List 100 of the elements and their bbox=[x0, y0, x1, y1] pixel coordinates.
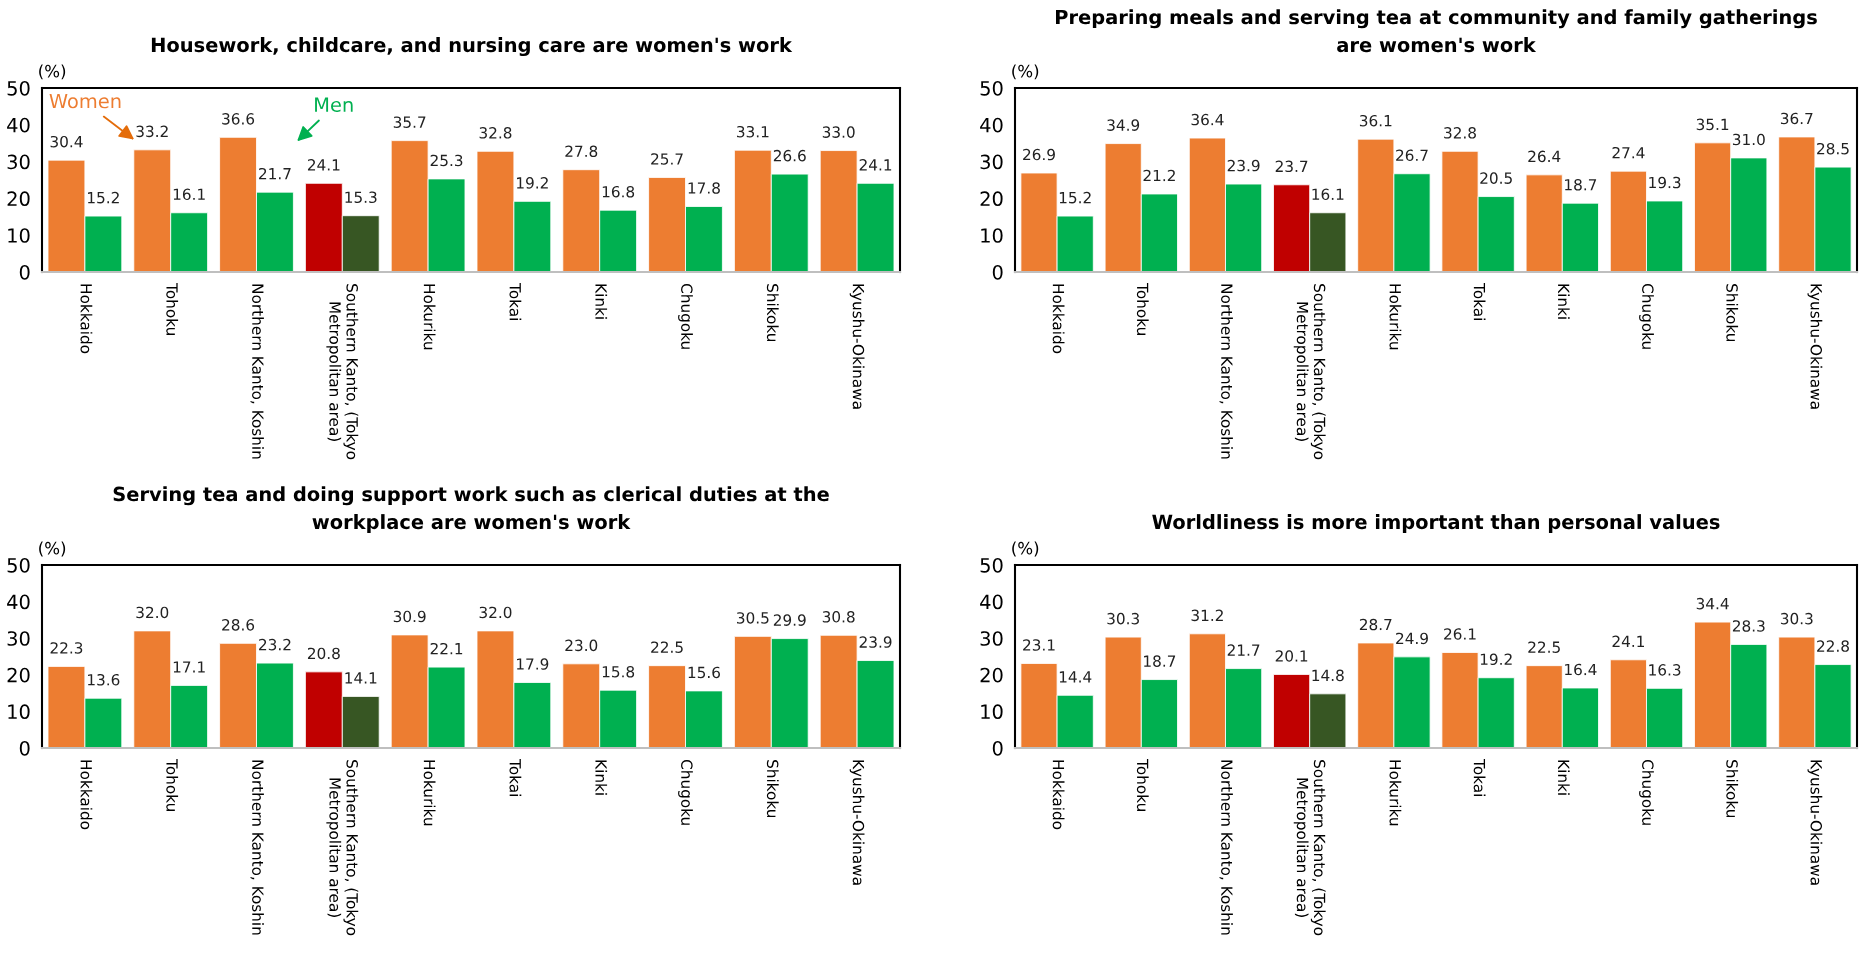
data-label: 33.0 bbox=[822, 126, 855, 138]
data-label: 34.9 bbox=[1107, 119, 1140, 131]
data-label: 33.2 bbox=[136, 125, 168, 138]
data-label: 33.1 bbox=[737, 125, 769, 138]
data-label: 34.4 bbox=[1696, 597, 1729, 610]
x-tick-label: Kinki bbox=[595, 760, 608, 795]
data-label: 24.1 bbox=[1612, 635, 1644, 647]
y-tick-label: 30 bbox=[7, 631, 30, 646]
data-label: 20.5 bbox=[1480, 172, 1512, 184]
data-label: 16.1 bbox=[173, 188, 205, 201]
x-tick-label: Chugoku bbox=[678, 283, 693, 349]
data-label: 32.8 bbox=[1444, 127, 1476, 139]
y-tick-label: 0 bbox=[19, 740, 30, 756]
data-label: 36.4 bbox=[1191, 113, 1224, 126]
data-label: 32.0 bbox=[136, 606, 169, 619]
data-label: 14.1 bbox=[345, 672, 377, 684]
data-label: 15.2 bbox=[1059, 191, 1091, 204]
y-tick-label: 30 bbox=[980, 154, 1003, 170]
chart-title: Serving tea and doing support work such as clerical duties at the workplace are women's work bbox=[113, 486, 829, 533]
x-tick-label: Kyushu-Okinawa bbox=[849, 284, 865, 409]
data-label: 30.9 bbox=[393, 610, 426, 623]
data-label: 15.3 bbox=[345, 191, 377, 204]
data-label: 22.8 bbox=[1817, 640, 1849, 652]
data-label: 35.1 bbox=[1696, 118, 1729, 131]
data-label: 26.4 bbox=[1528, 150, 1561, 163]
data-label: 19.3 bbox=[1649, 176, 1681, 189]
y-tick-label: 0 bbox=[992, 740, 1003, 756]
y-tick-label: 40 bbox=[7, 594, 30, 610]
x-tick-label: Northern Kanto, Koshin bbox=[1219, 760, 1233, 935]
data-label: 16.8 bbox=[602, 185, 635, 198]
x-tick-label: Tohoku bbox=[1136, 283, 1149, 335]
y-tick-label: 10 bbox=[8, 228, 30, 243]
x-tick-label: Southern Kanto, (Tokyo Metropolitan area) bbox=[1293, 760, 1326, 936]
data-label: 31.2 bbox=[1191, 609, 1223, 622]
data-label: 14.4 bbox=[1059, 671, 1092, 683]
data-label: 21.7 bbox=[259, 167, 291, 180]
x-tick-label: Tokai bbox=[509, 283, 522, 320]
data-label: 29.9 bbox=[773, 614, 806, 626]
data-label: 16.4 bbox=[1565, 663, 1597, 676]
data-label: 26.9 bbox=[1023, 148, 1055, 161]
data-label: 26.6 bbox=[773, 149, 806, 162]
x-tick-label: Kinki bbox=[1558, 284, 1570, 319]
text: Men bbox=[315, 97, 353, 113]
data-label: 28.5 bbox=[1817, 142, 1849, 155]
x-tick-label: Kyushu-Okinawa bbox=[1807, 760, 1823, 885]
data-label: 15.2 bbox=[88, 191, 119, 204]
data-label: 20.8 bbox=[307, 647, 340, 660]
data-label: 35.7 bbox=[393, 116, 426, 128]
data-label: 26.1 bbox=[1444, 628, 1476, 640]
data-label: 25.7 bbox=[651, 153, 683, 165]
data-label: 16.1 bbox=[1312, 188, 1344, 201]
y-tick-label: 20 bbox=[980, 667, 1003, 683]
y-axis-title: (%) bbox=[39, 64, 66, 80]
chart-title: Housework, childcare, and nursing care are women's work bbox=[151, 37, 793, 57]
x-tick-label: Northern Kanto, Koshin bbox=[250, 760, 264, 935]
data-label: 36.1 bbox=[1359, 114, 1392, 127]
x-tick-label: Southern Kanto, (Tokyo Metropolitan area) bbox=[1293, 284, 1326, 460]
data-label: 17.9 bbox=[517, 658, 549, 670]
y-tick-label: 0 bbox=[19, 264, 30, 280]
x-tick-label: Chugoku bbox=[1639, 283, 1654, 349]
data-label: 17.8 bbox=[688, 182, 720, 194]
x-tick-label: Hokkaido bbox=[1052, 284, 1065, 354]
data-label: 30.4 bbox=[50, 135, 83, 148]
x-tick-label: Hokuriku bbox=[423, 760, 436, 826]
x-tick-label: Northern Kanto, Koshin bbox=[250, 284, 264, 459]
x-tick-label: Hokuriku bbox=[1389, 760, 1402, 826]
data-label: 27.8 bbox=[565, 145, 598, 158]
chart-title: Worldliness is more important than personal values bbox=[1152, 514, 1720, 533]
x-tick-label: Tohoku bbox=[166, 759, 179, 811]
x-tick-label: Shikoku bbox=[766, 760, 779, 818]
y-tick-label: 10 bbox=[8, 704, 30, 720]
x-tick-label: Northern Kanto, Koshin bbox=[1219, 284, 1233, 459]
data-label: 20.1 bbox=[1275, 650, 1308, 662]
data-label: 22.1 bbox=[430, 642, 463, 655]
data-label: 21.7 bbox=[1227, 644, 1260, 656]
y-tick-label: 30 bbox=[7, 154, 30, 170]
y-axis-title: (%) bbox=[1012, 64, 1039, 80]
y-tick-label: 20 bbox=[7, 667, 30, 683]
data-label: 22.3 bbox=[50, 642, 83, 654]
data-label: 26.7 bbox=[1396, 149, 1428, 162]
x-tick-label: Kinki bbox=[595, 284, 608, 319]
data-label: 23.9 bbox=[1227, 159, 1260, 172]
data-label: 23.1 bbox=[1023, 639, 1055, 651]
y-tick-label: 20 bbox=[7, 191, 30, 207]
chart-title: Preparing meals and serving tea at community and family gatherings are women's work bbox=[1056, 9, 1817, 53]
y-tick-label: 50 bbox=[980, 80, 1003, 96]
data-label: 32.0 bbox=[479, 606, 512, 619]
y-tick-label: 40 bbox=[7, 117, 30, 133]
data-label: 13.6 bbox=[88, 673, 120, 686]
x-tick-label: Shikoku bbox=[1726, 760, 1739, 818]
data-label: 25.3 bbox=[430, 154, 463, 167]
y-tick-label: 10 bbox=[981, 704, 1003, 720]
x-tick-label: Shikoku bbox=[766, 284, 779, 342]
data-label: 15.8 bbox=[602, 665, 635, 678]
y-tick-label: 50 bbox=[7, 557, 30, 573]
data-label: 23.0 bbox=[565, 639, 598, 652]
data-label: 17.1 bbox=[173, 661, 205, 673]
x-tick-label: Southern Kanto, (Tokyo Metropolitan area) bbox=[326, 284, 359, 460]
data-label: 18.7 bbox=[1144, 655, 1176, 667]
x-tick-label: Tokai bbox=[509, 759, 522, 796]
